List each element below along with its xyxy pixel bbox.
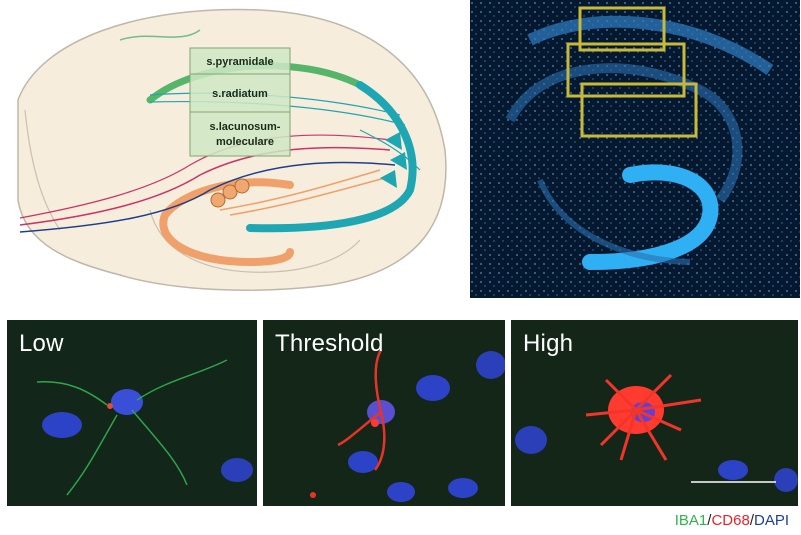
- roi-box-2: [566, 42, 686, 98]
- pyramidal-cell: [380, 170, 397, 188]
- roi-box-3: [580, 82, 698, 138]
- layer-label-radiatum: s.radiatum: [212, 88, 268, 100]
- ca3-band: [246, 81, 417, 233]
- layer-label-lacunosum-2: moleculare: [216, 136, 274, 148]
- pyramidal-cell: [390, 152, 407, 170]
- legend-separator: /: [749, 512, 754, 529]
- legend-dapi: DAPI: [753, 512, 789, 529]
- layer-label-lacunosum-1: s.lacunosum-: [210, 121, 281, 133]
- pyramidal-cell: [385, 132, 402, 150]
- roi-box-1: [578, 6, 666, 52]
- legend-separator: /: [707, 512, 712, 529]
- micrograph-label-low: Low: [19, 330, 64, 357]
- layer-label-pyramidale: s.pyramidale: [206, 56, 273, 68]
- granule-cell: [234, 178, 250, 194]
- micrograph-threshold: Threshold: [263, 320, 505, 506]
- granule-cell: [210, 192, 226, 208]
- hippocampus-schematic: s.pyramidale s.radiatum s.lacunosum- mol…: [17, 8, 447, 291]
- stain-legend: IBA1/CD68/DAPI: [675, 512, 789, 529]
- hippocampus-diagram: s.pyramidale s.radiatum s.lacunosum- mol…: [0, 0, 460, 300]
- legend-iba1: IBA1: [674, 512, 708, 529]
- micrograph-low: Low: [7, 320, 257, 506]
- layer-box-lacunosum: [189, 111, 291, 157]
- layer-box-pyramidale: [189, 47, 291, 75]
- granule-cell: [222, 184, 238, 200]
- micrograph-label-high: High: [523, 330, 574, 357]
- dapi-image-art: [470, 0, 800, 298]
- micrograph-high: High: [511, 320, 798, 506]
- micrograph-label-threshold: Threshold: [275, 330, 384, 357]
- dapi-hippocampus-image: [470, 0, 800, 298]
- legend-cd68: CD68: [711, 512, 750, 529]
